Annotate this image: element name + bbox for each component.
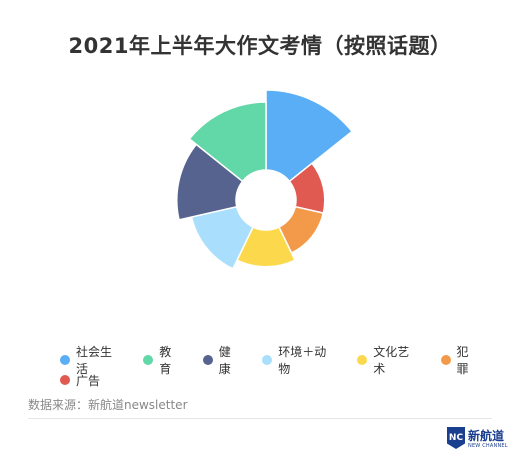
divider: [28, 418, 492, 419]
rose-slice-1[interactable]: [288, 162, 326, 214]
legend-label-health: 健康: [218, 345, 231, 376]
legend-dot-culture: [357, 355, 368, 365]
legend-label-environment: 环境＋动物: [278, 345, 327, 376]
legend-item-health[interactable]: 健康: [202, 343, 243, 377]
legend-item-society[interactable]: 社会生活: [60, 343, 123, 377]
legend-dot-advertising: [60, 375, 70, 385]
legend-label-culture: 文化艺术: [373, 345, 410, 376]
shield-icon: NC: [447, 427, 465, 449]
rose-slice-0[interactable]: [265, 89, 354, 183]
legend: 社会生活 教育 健康 环境＋动物 文化艺术 犯罪 广告: [60, 345, 500, 390]
legend-dot-crime: [440, 355, 451, 365]
legend-dot-health: [202, 355, 213, 365]
rose-slice-4[interactable]: [190, 205, 254, 270]
legend-item-education[interactable]: 教育: [143, 343, 183, 377]
legend-dot-education: [143, 355, 154, 365]
brand-logo: NC 新航道 NEW CHANNEL: [447, 425, 509, 453]
rose-slice-5[interactable]: [176, 143, 244, 221]
legend-item-crime[interactable]: 犯罪: [440, 343, 481, 377]
legend-item-environment[interactable]: 环境＋动物: [262, 343, 337, 377]
data-source: 数据来源：新航道newsletter: [28, 398, 188, 412]
rose-slice-2[interactable]: [278, 205, 325, 254]
legend-row-2: 广告: [60, 370, 500, 390]
chart-title: 2021年上半年大作文考情（按照话题）: [68, 34, 452, 58]
legend-label-crime: 犯罪: [456, 345, 469, 376]
legend-item-culture[interactable]: 文化艺术: [357, 343, 420, 377]
logo-subtitle: NEW CHANNEL: [468, 443, 508, 449]
rose-chart: [176, 89, 354, 270]
legend-label-advertising: 广告: [76, 373, 101, 388]
legend-label-society: 社会生活: [76, 345, 113, 376]
legend-dot-environment: [262, 355, 273, 365]
rose-slice-6[interactable]: [188, 101, 267, 183]
legend-dot-society: [60, 355, 70, 365]
logo-name: 新航道: [468, 429, 505, 443]
legend-label-education: 教育: [159, 345, 172, 376]
rose-slice-3[interactable]: [236, 226, 296, 268]
legend-item-advertising[interactable]: 广告: [60, 372, 100, 389]
legend-row-1: 社会生活 教育 健康 环境＋动物 文化艺术 犯罪: [60, 345, 500, 376]
